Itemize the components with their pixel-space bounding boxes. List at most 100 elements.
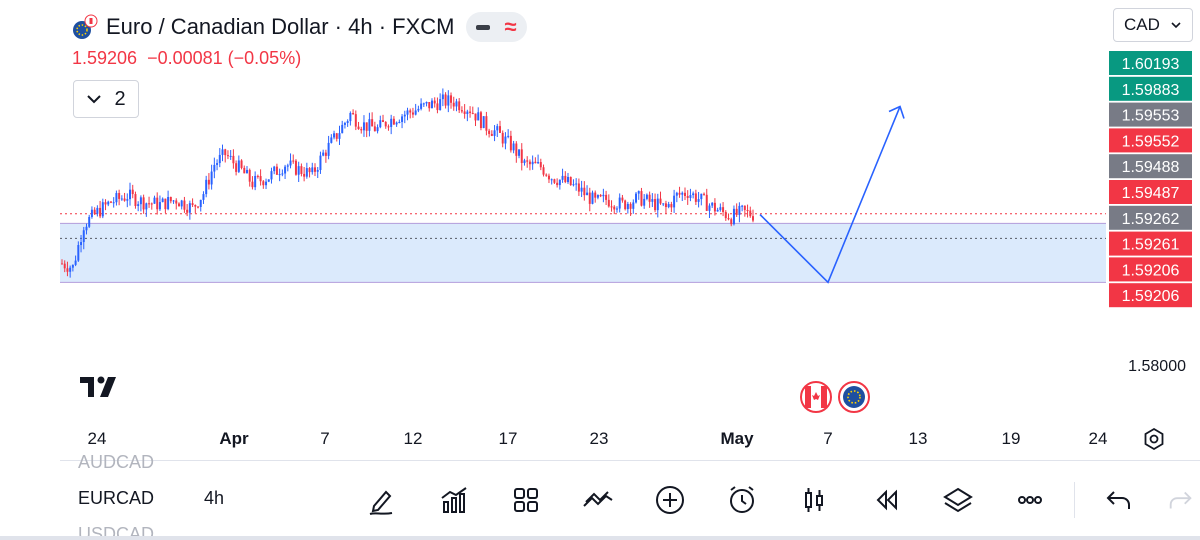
candle-body	[645, 194, 648, 199]
candle-body	[362, 122, 365, 131]
candle-body	[673, 195, 676, 208]
candle-body	[537, 162, 540, 164]
indicators-toggle[interactable]: 2	[73, 80, 139, 118]
candle-body	[414, 110, 417, 115]
candle-body	[490, 133, 493, 136]
candle-body	[708, 205, 711, 211]
candle-body	[675, 192, 678, 196]
watchlist-item-usdcad[interactable]: USDCAD 1D	[78, 524, 154, 538]
candle-body	[749, 210, 752, 217]
eu-flag-icon[interactable]	[838, 381, 870, 413]
candle-body	[300, 166, 303, 174]
candle-body	[202, 194, 205, 200]
candle-body	[561, 175, 564, 180]
candles-button[interactable]	[796, 482, 832, 518]
candle-body	[177, 203, 180, 207]
candle-body	[441, 94, 444, 100]
candle-body	[664, 203, 667, 208]
alert-icon	[730, 486, 754, 513]
candle-body	[618, 197, 621, 209]
x-tick-label: 7	[823, 429, 832, 448]
candle-body	[493, 130, 496, 136]
candle-body	[316, 169, 319, 172]
canada-flag-icon[interactable]	[800, 381, 832, 413]
candle-body	[545, 174, 548, 176]
wave-icon[interactable]: ≈	[504, 14, 517, 39]
chart-plot[interactable]: 1.580001.590001.601931.598831.595531.595…	[0, 0, 1200, 460]
minus-icon[interactable]	[476, 24, 491, 30]
currency-value: CAD	[1124, 15, 1160, 34]
gear-icon[interactable]	[1142, 427, 1166, 451]
candle-body	[683, 192, 686, 196]
candle-body	[199, 199, 202, 208]
watchlist-item-audcad[interactable]: AUDCAD 1h	[78, 452, 154, 472]
candle-body	[436, 103, 439, 111]
indicators-button[interactable]	[436, 482, 472, 518]
candle-body	[452, 102, 455, 107]
alert-button[interactable]	[724, 482, 760, 518]
candle-body	[722, 207, 725, 212]
symbol-header[interactable]: Euro / Canadian Dollar · 4h · FXCM ≈	[72, 10, 527, 44]
draw-button[interactable]	[364, 482, 400, 518]
candle-body	[256, 175, 259, 177]
add-button[interactable]	[652, 482, 688, 518]
candles-icon	[805, 488, 823, 512]
candle-body	[401, 116, 404, 122]
chevron-down-icon	[1171, 22, 1181, 29]
candle-body	[237, 160, 240, 172]
candle-body	[221, 149, 224, 155]
layers-button[interactable]	[940, 482, 976, 518]
candle-body	[265, 181, 268, 186]
replay-button[interactable]	[868, 482, 904, 518]
candle-body	[469, 111, 472, 113]
candle-body	[240, 160, 243, 168]
candle-body	[444, 94, 447, 106]
price-label-text: 1.59261	[1122, 237, 1180, 254]
candle-body	[586, 192, 589, 196]
candle-body	[447, 95, 450, 106]
candle-body	[232, 155, 235, 164]
candle-body	[531, 161, 534, 165]
candle-body	[651, 199, 654, 202]
candle-body	[229, 155, 232, 157]
more-button[interactable]	[1012, 482, 1048, 518]
candle-body	[637, 191, 640, 194]
undo-button[interactable]	[1100, 482, 1136, 518]
layouts-icon	[514, 488, 538, 512]
redo-button[interactable]	[1166, 482, 1196, 518]
price-label-text: 1.59262	[1122, 211, 1180, 228]
candle-body	[501, 132, 504, 144]
replay-icon	[876, 489, 897, 511]
candle-body	[624, 200, 627, 210]
more-icon	[1018, 496, 1042, 504]
candle-body	[425, 102, 428, 104]
price-label-text: 1.59206	[1122, 288, 1180, 305]
candle-body	[700, 193, 703, 200]
currency-select[interactable]: CAD	[1113, 8, 1193, 42]
candle-body	[621, 197, 624, 201]
watchlist-symbol: EURCAD	[78, 488, 155, 508]
candle-body	[615, 208, 618, 210]
watchlist-item-eurcad[interactable]: EURCAD 4h	[78, 488, 224, 509]
candle-body	[148, 203, 151, 205]
x-tick-label: 24	[88, 429, 107, 448]
symbol-title[interactable]: Euro / Canadian Dollar · 4h · FXCM	[106, 14, 455, 39]
candle-body	[194, 204, 197, 207]
candle-body	[504, 136, 507, 144]
event-flags[interactable]	[800, 381, 870, 413]
candle-body	[654, 199, 657, 211]
candle-body	[430, 100, 433, 109]
price-label-text: 1.59883	[1122, 82, 1180, 99]
chart-mode-toggle[interactable]: ≈	[466, 12, 527, 42]
strategy-button[interactable]	[580, 482, 616, 518]
candle-body	[69, 267, 72, 272]
candle-body	[294, 160, 297, 175]
tradingview-logo[interactable]	[78, 373, 126, 406]
candle-body	[77, 245, 80, 261]
candle-body	[607, 199, 610, 207]
candle-body	[90, 209, 93, 217]
candle-body	[308, 168, 311, 173]
candle-body	[267, 179, 270, 182]
layouts-button[interactable]	[508, 482, 544, 518]
candle-body	[730, 219, 733, 225]
